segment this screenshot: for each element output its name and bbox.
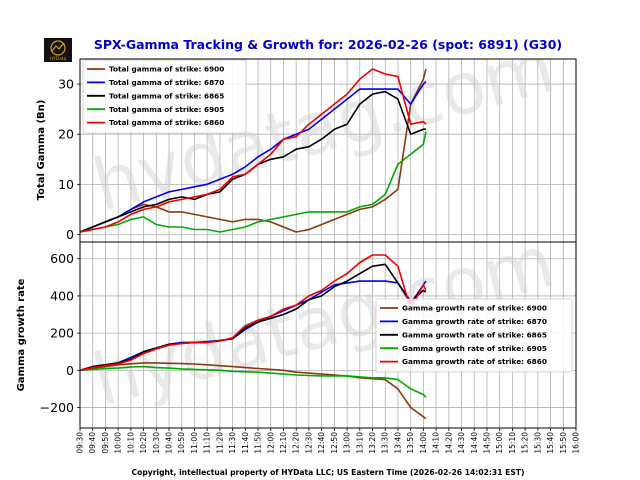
x-tick-label: 11:30 [228,432,237,454]
y-tick-label: 200 [50,326,74,341]
x-tick-label: 10:20 [139,432,148,454]
x-tick-label: 12:10 [279,432,288,454]
legend-label: Total gamma of strike: 6860 [109,118,224,127]
y-tick-label: 0 [66,363,74,378]
x-tick-label: 10:30 [152,432,161,454]
x-tick-label: 11:00 [190,432,199,454]
x-tick-label: 13:10 [355,432,364,454]
legend-box [82,59,247,134]
y-tick-label: 20 [58,127,74,142]
x-tick-label: 15:20 [521,432,530,454]
y-tick-label: −200 [40,400,74,415]
top-series-lines [80,68,427,233]
x-tick-label: 11:20 [215,432,224,454]
x-tick-label: 09:50 [101,432,110,454]
legend-label: Gamma growth rate of strike: 6860 [402,357,547,366]
bottom-legend: Gamma growth rate of strike: 6900 Gamma g… [375,298,573,373]
x-tick-label: 14:20 [444,432,453,454]
legend-label: Total gamma of strike: 6900 [109,65,224,74]
y-tick-label: 0 [66,227,74,242]
logo-emblem-line [51,42,65,52]
x-tick-label: 14:50 [482,432,491,454]
x-tick-label: 10:10 [126,432,135,454]
legend-label: Gamma growth rate of strike: 6865 [402,330,547,339]
series-line-growth-6865 [80,263,427,372]
bottom-plot-frame [79,241,577,429]
bottom-y-axis-label: Gamma growth rate [16,278,27,391]
x-tick-label: 12:40 [317,432,326,454]
legend-label: Total gamma of strike: 6865 [109,91,224,100]
x-tick-label: 12:00 [266,432,275,454]
x-tick-label: 15:10 [508,432,517,454]
x-tick-label: 10:50 [177,432,186,454]
x-axis: 09:30 09:40 09:50 10:00 10:10 10:20 10:30 10:40… [76,428,581,454]
series-line-growth-6900 [80,362,427,420]
legend-box [375,298,573,373]
y-tick-label: 30 [58,77,74,92]
series-line-growth-6905 [80,365,427,398]
x-tick-label: 11:40 [241,432,250,454]
x-tick-label: 15:30 [533,432,542,454]
footer-copyright: Copyright, intellectual property of HYDa… [132,468,525,477]
logo-emblem [50,40,66,56]
series-line-gamma-6860 [80,68,427,233]
logo-badge [44,38,72,62]
legend-label: Total gamma of strike: 6905 [109,105,224,114]
x-tick-label: 14:40 [470,432,479,454]
x-tick-label: 15:00 [495,432,504,454]
bottom-series-lines [80,254,427,420]
x-tick-label: 13:40 [393,432,402,454]
x-tick-label: 14:00 [419,432,428,454]
x-tick-label: 10:40 [165,432,174,454]
x-tick-label: 11:10 [203,432,212,454]
hydata-logo: HYData [44,38,72,62]
x-tick-label: 12:50 [330,432,339,454]
legend-label: Total gamma of strike: 6870 [109,78,224,87]
x-tick-label: 14:10 [432,432,441,454]
logo-text: HYData [50,56,67,62]
y-tick-label: 10 [58,177,74,192]
legend-label: Gamma growth rate of strike: 6900 [402,304,547,313]
x-tick-label: 13:00 [343,432,352,454]
x-tick-label: 09:30 [76,432,85,454]
x-tick-label: 11:50 [254,432,263,454]
x-tick-label: 14:30 [457,432,466,454]
top-legend: Total gamma of strike: 6900 Total gamma o… [82,59,247,134]
top-y-axis: 0 10 20 30 [58,77,80,242]
x-tick-label: 12:20 [292,432,301,454]
legend-label: Gamma growth rate of strike: 6905 [402,344,547,353]
bottom-gridlines [79,242,577,428]
chart-title: SPX-Gamma Tracking & Growth for: 2026-02… [94,37,562,52]
x-tick-label: 13:50 [406,432,415,454]
x-tick-label: 12:30 [304,432,313,454]
x-tick-label: 15:50 [559,432,568,454]
y-tick-label: 600 [50,251,74,266]
x-tick-label: 16:00 [572,432,581,454]
bottom-y-axis: −200 0 200 400 600 [40,251,80,415]
x-tick-label: 10:00 [114,432,123,454]
x-tick-label: 15:40 [546,432,555,454]
top-y-axis-label: Total Gamma (Bn) [36,100,47,201]
x-tick-label: 13:20 [368,432,377,454]
y-tick-label: 400 [50,288,74,303]
x-tick-label: 09:40 [88,432,97,454]
series-line-gamma-6900 [80,68,427,233]
series-line-growth-6860 [80,254,427,372]
series-line-gamma-6905 [80,131,427,233]
series-line-gamma-6870 [80,81,427,233]
x-tick-label: 13:30 [381,432,390,454]
legend-label: Gamma growth rate of strike: 6870 [402,317,547,326]
